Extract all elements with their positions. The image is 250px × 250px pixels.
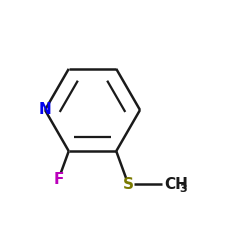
Text: N: N xyxy=(38,102,52,118)
Text: CH: CH xyxy=(164,176,188,192)
Text: S: S xyxy=(123,176,134,192)
Text: F: F xyxy=(53,172,64,187)
Text: 3: 3 xyxy=(179,184,186,194)
